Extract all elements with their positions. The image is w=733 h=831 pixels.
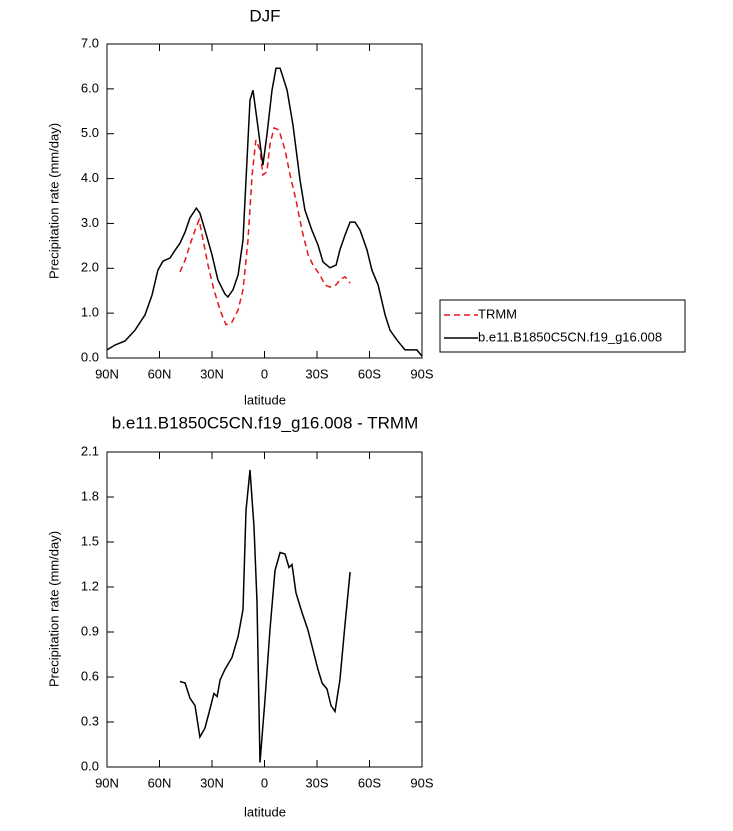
plot-frame [106, 451, 423, 768]
x-tick-label: 90N [95, 366, 119, 381]
chart-title: b.e11.B1850C5CN.f19_g16.008 - TRMM [112, 413, 419, 432]
y-tick-label: 0.9 [81, 623, 99, 638]
x-axis-label: latitude [244, 392, 286, 407]
x-tick-label: 60N [148, 366, 172, 381]
y-axis-label: Precipitation rate (mm/day) [46, 123, 61, 279]
y-tick-label: 1.8 [81, 488, 99, 503]
y-tick-label: 3.0 [81, 215, 99, 230]
data-line [179, 126, 351, 326]
y-tick-label: 0.3 [81, 713, 99, 728]
y-tick-label: 0.0 [81, 349, 99, 364]
x-tick-label: 30S [305, 775, 328, 790]
data-line [106, 67, 423, 357]
legend-label: b.e11.B1850C5CN.f19_g16.008 [478, 329, 662, 344]
x-axis-label: latitude [244, 804, 286, 819]
legend-box [439, 299, 686, 353]
plot-frame [106, 43, 423, 359]
y-tick-label: 0.6 [81, 668, 99, 683]
y-tick-label: 1.0 [81, 305, 99, 320]
y-tick-label: 2.0 [81, 260, 99, 275]
y-tick-label: 1.5 [81, 533, 99, 548]
x-tick-label: 0 [261, 775, 268, 790]
y-tick-label: 7.0 [81, 35, 99, 50]
y-tick-label: 2.1 [81, 443, 99, 458]
y-axis-label: Precipitation rate (mm/day) [46, 531, 61, 687]
x-tick-label: 30N [200, 366, 224, 381]
y-tick-label: 0.0 [81, 758, 99, 773]
data-line [179, 469, 351, 763]
x-tick-label: 90S [410, 366, 433, 381]
x-tick-label: 60N [148, 775, 172, 790]
x-tick-label: 30S [305, 366, 328, 381]
legend-label: TRMM [478, 306, 517, 321]
y-tick-label: 5.0 [81, 125, 99, 140]
x-tick-label: 60S [358, 775, 381, 790]
y-tick-label: 4.0 [81, 170, 99, 185]
x-tick-label: 90N [95, 775, 119, 790]
x-tick-label: 0 [261, 366, 268, 381]
y-tick-label: 1.2 [81, 578, 99, 593]
x-tick-label: 90S [410, 775, 433, 790]
x-tick-label: 30N [200, 775, 224, 790]
x-tick-label: 60S [358, 366, 381, 381]
y-tick-label: 6.0 [81, 80, 99, 95]
chart-title: DJF [249, 6, 280, 25]
